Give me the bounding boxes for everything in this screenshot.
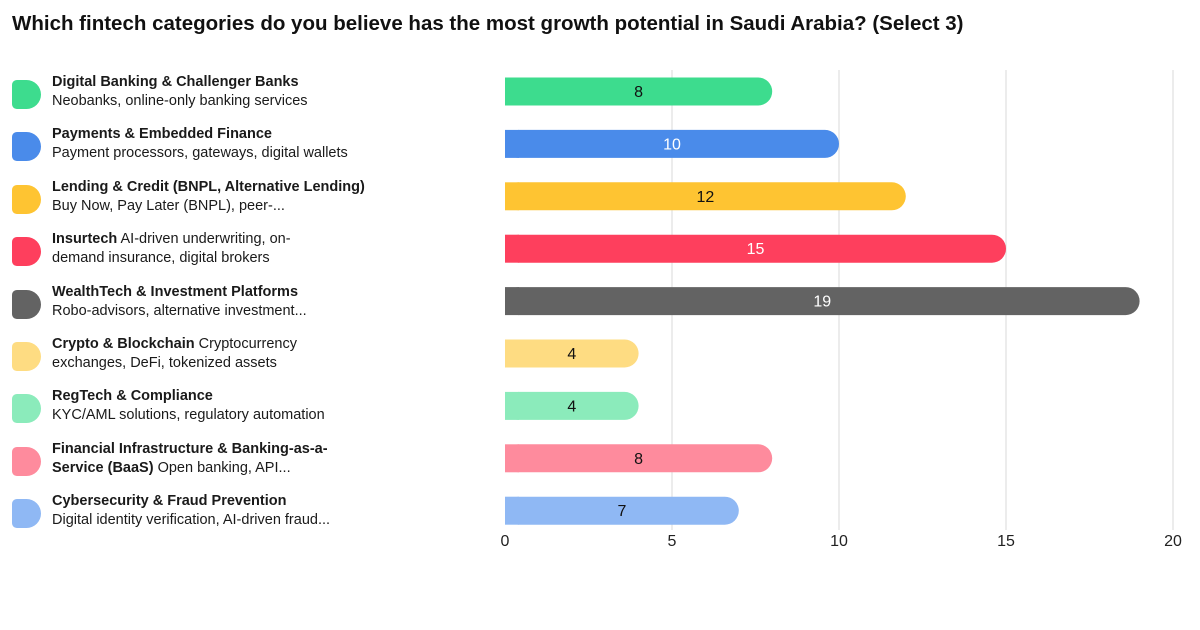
bar-left-cap [505, 287, 519, 316]
legend-item: Digital Banking & Challenger Banks Neoba… [12, 70, 492, 114]
bar [505, 234, 1006, 263]
legend-category-description: Digital identity verification, AI-driven… [52, 512, 331, 529]
legend: Digital Banking & Challenger Banks Neoba… [12, 70, 492, 540]
bars: 8 10 12 15 19 4 4 8 7 [505, 77, 1140, 525]
legend-item: Payments & Embedded Finance Payment proc… [12, 122, 492, 166]
legend-category-description: Service (BaaS) Open banking, API... [52, 459, 492, 478]
chart-title: Which fintech categories do you believe … [12, 12, 964, 35]
bar-value-label: 4 [567, 346, 576, 363]
bar-value-label: 8 [634, 451, 643, 468]
legend-swatch [12, 237, 41, 267]
legend-swatch [12, 80, 41, 109]
legend-item: Crypto & Blockchain Cryptocurrency excha… [12, 332, 492, 376]
bar-value-label: 7 [617, 503, 626, 520]
legend-category-description: KYC/AML solutions, regulatory automation [52, 407, 325, 424]
legend-text: Insurtech AI-driven underwriting, on- de… [52, 230, 492, 268]
bar [505, 77, 773, 106]
legend-category-name: Cybersecurity & Fraud Prevention [52, 493, 287, 510]
legend-text: Digital Banking & Challenger Banks Neoba… [52, 73, 492, 111]
legend-swatch [12, 132, 41, 162]
legend-category-name: Payments & Embedded Finance [52, 126, 272, 143]
bar-left-cap [505, 339, 519, 368]
legend-category-description: Neobanks, online-only banking services [52, 93, 308, 109]
legend-swatch [12, 184, 41, 214]
legend-category-name-cont: Service (BaaS) [52, 459, 154, 476]
bar [505, 496, 739, 525]
bar-value-label: 10 [663, 136, 681, 153]
bar-left-cap [505, 391, 519, 420]
legend-item: Lending & Credit (BNPL, Alternative Lend… [12, 175, 492, 219]
legend-category-description: Robo-advisors, alternative investment... [52, 302, 307, 319]
x-tick-label: 10 [830, 533, 848, 550]
legend-category-description: Buy Now, Pay Later (BNPL), peer-... [52, 197, 285, 214]
legend-swatch [12, 394, 41, 424]
x-tick-label: 5 [668, 533, 677, 550]
legend-category-description-part: Open banking, API... [153, 459, 291, 476]
legend-item: WealthTech & Investment Platforms Robo-a… [12, 280, 492, 324]
legend-category-name: WealthTech & Investment Platforms [52, 283, 299, 300]
legend-swatch [12, 499, 41, 529]
legend-item: Cybersecurity & Fraud Prevention Digital… [12, 489, 492, 533]
legend-text: Lending & Credit (BNPL, Alternative Lend… [52, 178, 492, 216]
bar-value-label: 12 [697, 189, 715, 206]
bar-left-cap [505, 182, 519, 211]
legend-category-name: Digital Banking & Challenger Banks [52, 74, 299, 90]
legend-text: RegTech & Compliance KYC/AML solutions, … [52, 387, 492, 425]
legend-category-name: Insurtech [52, 231, 118, 248]
legend-category-name: RegTech & Compliance [52, 388, 213, 405]
bar-value-label: 15 [747, 241, 765, 258]
bar-value-label: 8 [634, 84, 643, 101]
x-tick-label: 15 [997, 533, 1015, 550]
bar [505, 444, 773, 473]
legend-text: Crypto & Blockchain Cryptocurrency excha… [52, 335, 492, 373]
legend-category-description: demand insurance, digital brokers [52, 250, 270, 267]
x-tick-label: 0 [501, 533, 510, 550]
legend-category-description: exchanges, DeFi, tokenized assets [52, 355, 277, 371]
bar [505, 129, 839, 158]
bar-left-cap [505, 129, 519, 158]
legend-category-name: Crypto & Blockchain [52, 336, 195, 352]
x-tick-label: 20 [1164, 533, 1182, 550]
bar-left-cap [505, 77, 519, 106]
x-axis: 0 5 10 15 20 [501, 533, 1182, 550]
legend-text: WealthTech & Investment Platforms Robo-a… [52, 283, 492, 321]
bar [505, 287, 1140, 316]
legend-item: Financial Infrastructure & Banking-as-a-… [12, 437, 492, 481]
bar-value-label: 4 [567, 398, 576, 415]
legend-item: RegTech & Compliance KYC/AML solutions, … [12, 384, 492, 428]
bar-left-cap [505, 496, 519, 525]
bar [505, 182, 906, 211]
legend-category-description: AI-driven underwriting, on- [120, 231, 291, 248]
bar-value-label: 19 [813, 294, 831, 311]
legend-category-description: Payment processors, gateways, digital wa… [52, 145, 348, 162]
legend-text: Cybersecurity & Fraud Prevention Digital… [52, 492, 492, 530]
legend-category-description: Cryptocurrency [198, 336, 297, 352]
legend-category-name: Financial Infrastructure & Banking-as-a- [52, 440, 328, 457]
legend-swatch [12, 446, 41, 476]
legend-text: Payments & Embedded Finance Payment proc… [52, 125, 492, 163]
legend-item: Insurtech AI-driven underwriting, on- de… [12, 227, 492, 271]
bar [505, 339, 639, 368]
legend-swatch [12, 289, 41, 319]
legend-text: Financial Infrastructure & Banking-as-a-… [52, 440, 492, 478]
legend-category-name: Lending & Credit (BNPL, Alternative Lend… [52, 178, 365, 195]
legend-swatch [12, 342, 41, 371]
bar-left-cap [505, 444, 519, 473]
bar-left-cap [505, 234, 519, 263]
bar [505, 391, 639, 420]
